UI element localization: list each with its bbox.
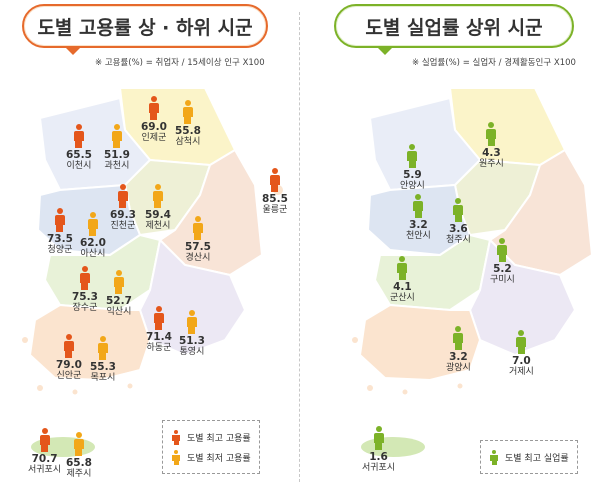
legend-high-label: 도별 최고 고용률 — [187, 433, 251, 444]
person-icon — [53, 208, 67, 232]
person-icon — [268, 168, 282, 192]
marker-cheongyang: 73.5 청양군 — [47, 208, 73, 256]
person-icon — [495, 238, 509, 262]
marker-seogwipo-employment: 70.7 서귀포시 — [28, 428, 61, 476]
person-icon — [484, 122, 498, 146]
person-icon — [514, 330, 528, 354]
person-icon — [147, 96, 161, 120]
marker-gwangyang: 3.2 광양시 — [446, 326, 471, 374]
person-icon — [110, 124, 124, 148]
person-icon — [86, 212, 100, 236]
marker-sinan: 79.0 신안군 — [56, 334, 82, 382]
person-icon — [395, 256, 409, 280]
person-icon — [171, 429, 181, 445]
employment-formula: ※ 고용률(%) = 취업자 / 15세이상 인구 X100 — [95, 58, 265, 68]
marker-jincheon: 69.3 진천군 — [110, 184, 136, 232]
person-icon — [116, 184, 130, 208]
marker-jangsu: 75.3 장수군 — [72, 266, 98, 314]
person-icon — [152, 306, 166, 330]
person-icon — [38, 428, 52, 452]
person-icon — [405, 144, 419, 168]
marker-gwacheon: 51.9 과천시 — [104, 124, 130, 172]
person-icon — [451, 326, 465, 350]
person-icon — [78, 266, 92, 290]
person-icon — [96, 336, 110, 360]
unemployment-title: 도별 실업률 상위 시군 — [334, 4, 574, 55]
person-icon — [62, 334, 76, 358]
person-icon — [489, 449, 499, 465]
marker-cheongju: 3.6 청주시 — [446, 198, 471, 246]
marker-iksan: 52.7 익산시 — [106, 270, 132, 318]
marker-seogwipo-unemployment: 1.6 서귀포시 — [362, 426, 395, 474]
marker-icheon: 65.5 이천시 — [66, 124, 92, 172]
marker-hadong: 71.4 하동군 — [146, 306, 172, 354]
unemployment-title-text: 도별 실업률 상위 시군 — [365, 16, 543, 39]
marker-ulleung: 85.5 울릉군 — [262, 168, 288, 216]
panel-divider — [299, 12, 300, 482]
person-icon — [191, 216, 205, 240]
marker-inje: 69.0 인제군 — [141, 96, 167, 144]
unemployment-formula: ※ 실업률(%) = 실업자 / 경제활동인구 X100 — [412, 58, 576, 68]
marker-cheonan: 3.2 천안시 — [406, 194, 431, 242]
employment-panel: 도별 고용률 상 · 하위 시군 ※ 고용률(%) = 취업자 / 15세이상 … — [0, 0, 299, 491]
marker-geoje: 7.0 거제시 — [509, 330, 534, 378]
marker-wonju: 4.3 원주시 — [479, 122, 504, 170]
person-icon — [181, 100, 195, 124]
person-icon — [372, 426, 386, 450]
person-icon — [411, 194, 425, 218]
person-icon — [451, 198, 465, 222]
person-icon — [185, 310, 199, 334]
unemployment-panel: 도별 실업률 상위 시군 ※ 실업률(%) = 실업자 / 경제활동인구 X10… — [300, 0, 600, 491]
marker-tongyeong: 51.3 통영시 — [179, 310, 205, 358]
marker-mokpo: 55.3 목포시 — [90, 336, 116, 384]
marker-gunsan: 4.1 군산시 — [390, 256, 415, 304]
marker-jecheon: 59.4 제천시 — [145, 184, 171, 232]
person-icon — [72, 432, 86, 456]
person-icon — [112, 270, 126, 294]
employment-title-text: 도별 고용률 상 · 하위 시군 — [37, 16, 253, 39]
marker-gyeongsan: 57.5 경산시 — [185, 216, 211, 264]
legend-low-label: 도별 최저 고용률 — [187, 453, 251, 464]
person-icon — [171, 449, 181, 465]
marker-samcheok: 55.8 삼척시 — [175, 100, 201, 148]
employment-title: 도별 고용률 상 · 하위 시군 — [22, 4, 268, 55]
person-icon — [151, 184, 165, 208]
unemployment-legend: 도별 최고 실업률 — [480, 440, 578, 474]
marker-asan: 62.0 아산시 — [80, 212, 106, 260]
person-icon — [72, 124, 86, 148]
marker-jeju: 65.8 제주시 — [66, 432, 92, 480]
marker-anyang: 5.9 안양시 — [400, 144, 425, 192]
employment-legend: 도별 최고 고용률 도별 최저 고용률 — [162, 420, 260, 474]
marker-gumi: 5.2 구미시 — [490, 238, 515, 286]
legend-unemployment-label: 도별 최고 실업률 — [505, 453, 569, 464]
